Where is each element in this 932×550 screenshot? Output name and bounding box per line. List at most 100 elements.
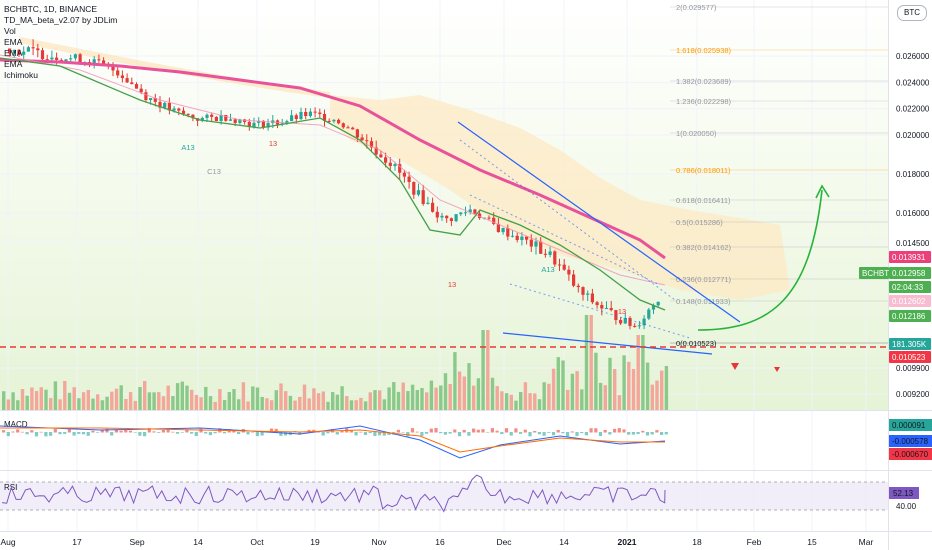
- legend-indicator[interactable]: Ichimoku: [4, 70, 39, 80]
- rsi-band: [0, 482, 888, 510]
- candle-body: [445, 215, 449, 219]
- volume-bar: [237, 399, 241, 410]
- volume-bar: [194, 394, 199, 410]
- macd-histogram-bar: [462, 429, 466, 433]
- volume-bar: [180, 381, 184, 410]
- macd-tag-bg: [889, 435, 932, 447]
- time-tick-label: 16: [435, 537, 445, 547]
- macd-histogram-bar: [298, 432, 302, 435]
- trend-drawings: [0, 121, 888, 372]
- volume-bar: [537, 399, 542, 410]
- candle-body: [619, 320, 623, 324]
- candle-body: [355, 129, 359, 138]
- macd-histogram-bar: [504, 428, 509, 433]
- macd-histogram-bar: [143, 432, 147, 437]
- currency-scale-button[interactable]: BTC: [897, 5, 927, 21]
- time-tick-label: 2021: [618, 537, 637, 547]
- volume-bar: [453, 352, 457, 410]
- volume-bar: [420, 388, 424, 410]
- fib-level-label: 0.236(0.012771): [676, 275, 732, 284]
- volume-bar: [664, 365, 669, 410]
- legend-indicator[interactable]: TD_MA_beta_v2.07 by JDLim: [4, 15, 118, 25]
- candle-body: [219, 115, 223, 122]
- candle-body: [637, 325, 641, 327]
- macd-pane: MACD: [0, 420, 668, 459]
- td-count-label: 13: [448, 280, 456, 289]
- fib-retracement: 2(0.029577) 1.618(0.025938) 1.382(0.023689…: [670, 3, 888, 348]
- volume-bar: [222, 400, 227, 410]
- macd-histogram-bar: [180, 432, 184, 433]
- macd-histogram-bar: [77, 432, 81, 434]
- macd-histogram-bar: [467, 432, 471, 436]
- macd-histogram-bar: [49, 432, 53, 436]
- candle-body: [365, 140, 369, 142]
- volume-bar: [227, 391, 231, 410]
- macd-histogram-bar: [199, 428, 203, 433]
- volume-bar: [387, 387, 391, 410]
- macd-histogram-bar: [307, 429, 311, 433]
- macd-histogram-bar: [373, 432, 377, 436]
- candle-body: [468, 209, 472, 213]
- legend-indicator[interactable]: EMA: [4, 37, 23, 47]
- volume-bars: [2, 315, 669, 410]
- candle-body: [285, 121, 289, 124]
- volume-bar: [161, 396, 166, 410]
- volume-bar: [190, 389, 194, 410]
- macd-histogram-bar: [279, 432, 283, 436]
- ema-mid-line: [0, 54, 666, 286]
- volume-bar: [354, 400, 358, 410]
- price-axis[interactable]: 0.026000 0.024000 0.022000 0.020000 0.018000…: [896, 52, 930, 399]
- macd-histogram-bar: [110, 432, 114, 436]
- candle-body: [200, 117, 204, 121]
- volume-bar: [91, 398, 95, 410]
- macd-histogram-bar: [490, 428, 494, 433]
- macd-histogram-bar: [204, 432, 208, 434]
- macd-histogram-bar: [429, 428, 433, 433]
- volume-bar: [143, 380, 147, 410]
- volume-bar: [457, 371, 462, 410]
- macd-histogram-bar: [406, 432, 410, 437]
- legend-indicator[interactable]: EMA: [4, 48, 23, 58]
- macd-histogram-bar: [166, 429, 170, 433]
- candle-body: [92, 59, 96, 66]
- volume-bar: [218, 389, 222, 410]
- volume-bar: [232, 389, 236, 410]
- volume-bar: [462, 376, 466, 410]
- macd-histogram-bar: [636, 432, 640, 435]
- candle-body: [40, 50, 45, 60]
- volume-bar: [641, 335, 645, 410]
- macd-histogram-bar: [603, 429, 607, 433]
- time-axis[interactable]: Aug 17 Sep 14 Oct 19 Nov 16 Dec 14 2021 18 Feb 15 Mar: [0, 537, 873, 547]
- volume-bar: [401, 382, 405, 410]
- fib-level-label: 0.618(0.016411): [676, 196, 731, 205]
- macd-histogram-bar: [185, 429, 189, 433]
- macd-histogram-bar: [96, 432, 100, 433]
- legend-indicator[interactable]: EMA: [4, 59, 23, 69]
- candle-body: [393, 164, 397, 167]
- volume-bar: [613, 369, 617, 410]
- legend-symbol[interactable]: BCHBTC, 1D, BINANCE: [4, 4, 98, 14]
- macd-histogram-bar: [664, 432, 668, 435]
- legend-indicator[interactable]: Vol: [4, 26, 16, 36]
- td-count-label: C13: [207, 167, 221, 176]
- macd-histogram-bar: [387, 432, 391, 435]
- volume-bar: [443, 373, 448, 410]
- cloud-area: [19, 37, 331, 98]
- candle-body: [304, 111, 308, 117]
- rsi-tick-label: 40.00: [896, 502, 917, 511]
- macd-histogram-bar: [378, 432, 382, 436]
- candle-body: [463, 212, 468, 214]
- volume-bar: [472, 385, 476, 410]
- macd-histogram-bar: [91, 430, 95, 433]
- td-count-label: 13: [618, 307, 626, 316]
- candle-body: [210, 114, 214, 117]
- volume-bar: [302, 384, 307, 410]
- candle-body: [31, 47, 35, 49]
- candle-body: [294, 115, 298, 120]
- candle-body: [449, 218, 453, 222]
- macd-histogram-bar: [425, 432, 429, 434]
- candle-body: [158, 101, 162, 108]
- candle-body: [614, 310, 618, 321]
- macd-tag-bg: [889, 448, 932, 460]
